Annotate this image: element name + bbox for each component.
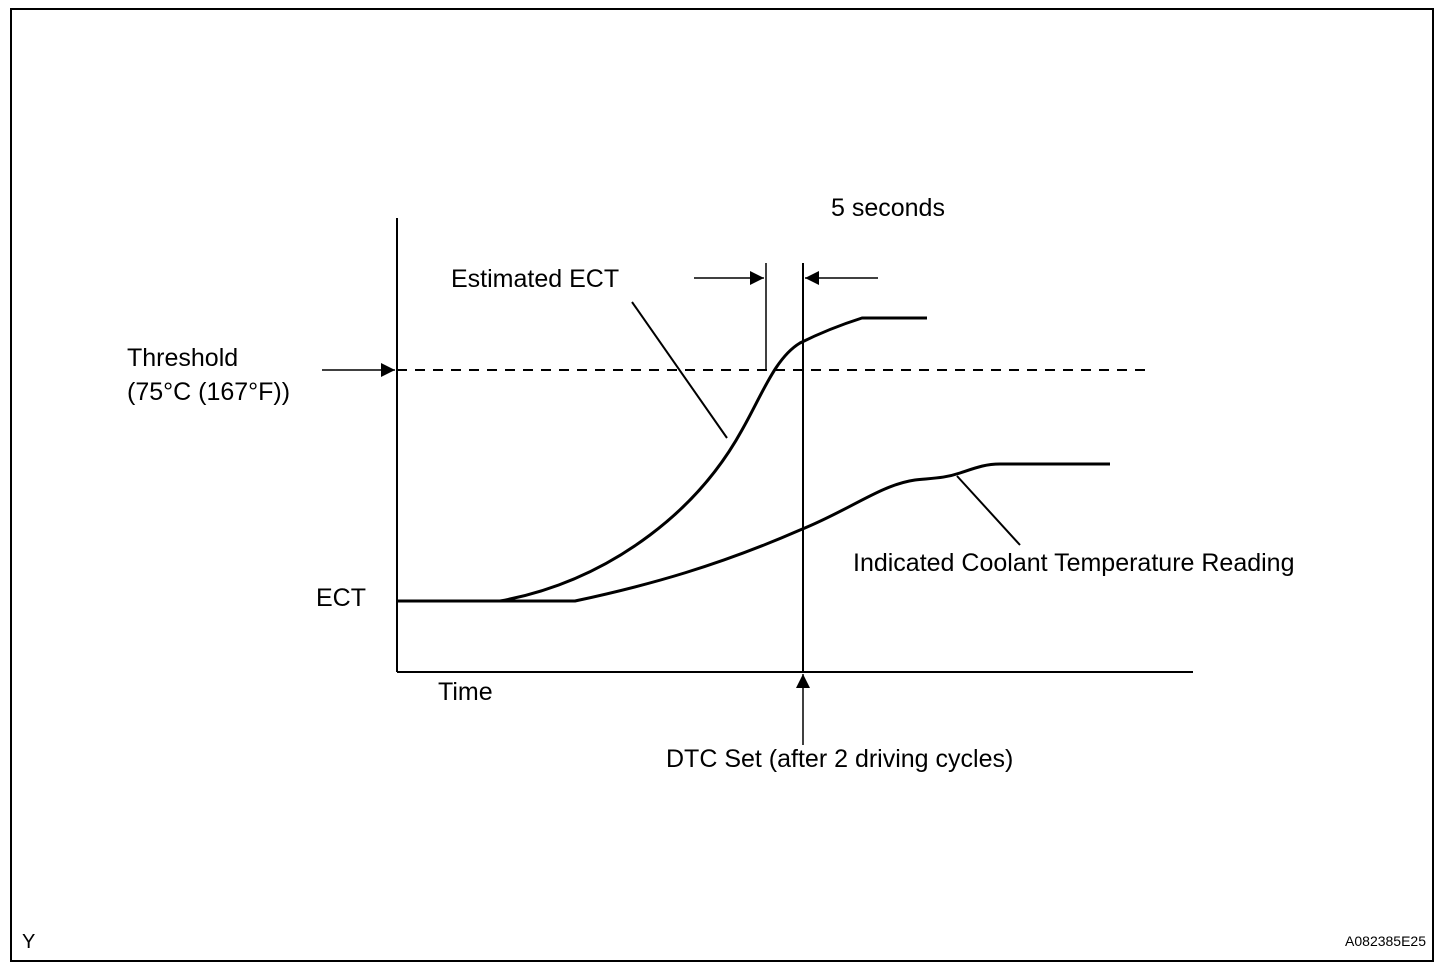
estimated-ect-leader	[631, 301, 728, 439]
figure-frame	[10, 8, 1434, 962]
indicated-leader	[956, 475, 1021, 546]
indicated-coolant-curve	[397, 462, 1110, 603]
threshold-label: Threshold	[127, 344, 238, 372]
dtc-set-label: DTC Set (after 2 driving cycles)	[666, 745, 1013, 773]
time-axis-label: Time	[438, 678, 493, 706]
estimated-ect-label: Estimated ECT	[451, 265, 619, 293]
threshold-value-label: (75°C (167°F))	[127, 378, 290, 406]
indicated-coolant-label: Indicated Coolant Temperature Reading	[853, 549, 1295, 577]
figure-code: A082385E25	[1345, 933, 1426, 949]
estimated-ect-curve	[397, 316, 927, 603]
corner-mark: Y	[22, 931, 35, 953]
ect-axis-label: ECT	[316, 584, 366, 612]
five-seconds-label: 5 seconds	[831, 194, 945, 222]
